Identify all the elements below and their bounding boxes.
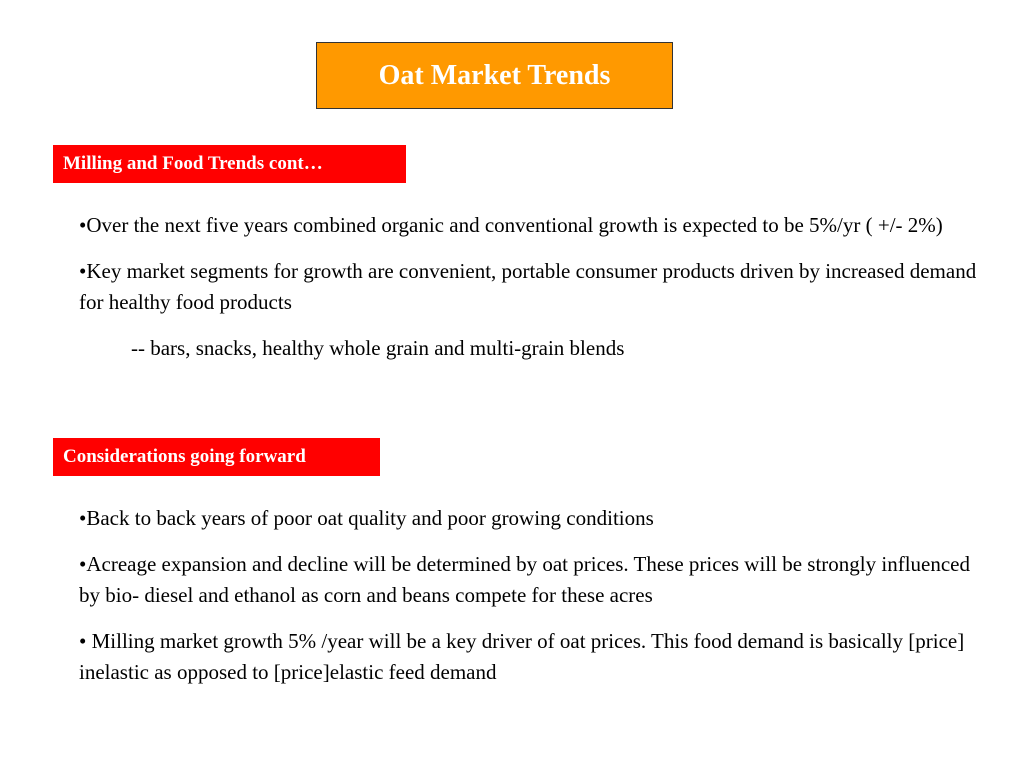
bullet-item: •Over the next five years combined organ…: [79, 213, 943, 237]
section-considerations-bullets: •Back to back years of poor oat quality …: [79, 503, 979, 703]
slide-title-box: Oat Market Trends: [316, 42, 673, 109]
section-label-considerations: Considerations going forward: [53, 438, 380, 476]
bullet-item: •Back to back years of poor oat quality …: [79, 506, 654, 530]
section-label-milling-food-trends: Milling and Food Trends cont…: [53, 145, 406, 183]
bullet-item: • Milling market growth 5% /year will be…: [79, 629, 965, 684]
bullet-item: •Key market segments for growth are conv…: [79, 259, 977, 314]
slide-title: Oat Market Trends: [378, 59, 611, 91]
bullet-item: •Acreage expansion and decline will be d…: [79, 552, 970, 607]
sub-bullet-item: -- bars, snacks, healthy whole grain and…: [131, 336, 625, 360]
section-milling-food-trends-bullets: •Over the next five years combined organ…: [79, 210, 979, 364]
